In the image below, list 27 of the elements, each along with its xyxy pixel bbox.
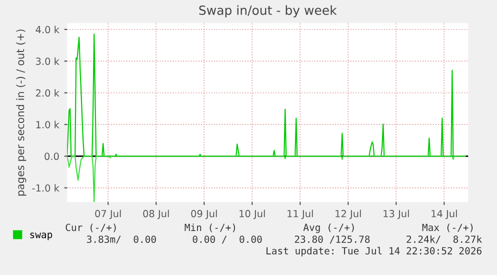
x-tick-label: 11 Jul [288, 210, 313, 220]
x-tick-label: 12 Jul [336, 210, 361, 220]
text: 0.00 / 0.00 [192, 236, 262, 244]
text: 2.24k/ 8.27k [406, 235, 482, 244]
text: Last update: Tue Jul 14 22:30:52 2026 [266, 246, 482, 256]
text: 23.80 /125.78 [294, 236, 370, 244]
text: 3.83m/ 0.00 [86, 236, 156, 244]
x-tick-label: 07 Jul [95, 210, 121, 220]
x-tick-label: 10 Jul [240, 210, 265, 220]
y-tick-label: -1.0 k [32, 184, 60, 192]
x-tick-label: 08 Jul [143, 210, 169, 220]
chart-title: Swap in/out - by week [199, 5, 337, 18]
y-axis-title: pages per second in (-) / out (+) [16, 30, 26, 196]
text: Avg (-/+) [303, 224, 354, 233]
y-tick-label: 4.0 k [36, 26, 60, 34]
x-tick-label: 09 Jul [191, 210, 217, 220]
legend-label: swap [30, 232, 52, 240]
y-tick-label: 1.0 k [36, 120, 60, 128]
text: Cur (-/+) [66, 224, 116, 232]
line-series [67, 156, 466, 202]
y-tick-label: 0.0 [44, 152, 59, 160]
y-tick-label: 2.0 k [36, 89, 60, 97]
text: Max (-/+) [422, 224, 473, 232]
y-tick-label: 3.0 k [36, 57, 60, 65]
text: Min (-/+) [184, 224, 236, 232]
x-tick-label: 13 Jul [384, 210, 409, 220]
x-tick-label: 14 Jul [432, 210, 457, 220]
